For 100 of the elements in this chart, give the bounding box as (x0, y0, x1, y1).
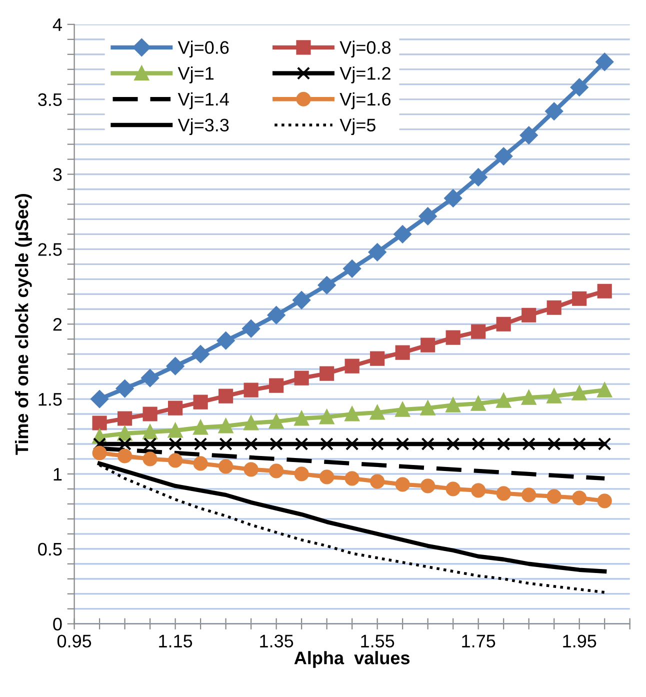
point (522, 390, 536, 405)
point (421, 437, 434, 451)
point (320, 470, 334, 484)
point (394, 225, 412, 244)
legend-label: Vj=1.4 (178, 92, 229, 110)
point (320, 437, 334, 451)
point (269, 464, 284, 478)
point (395, 345, 410, 360)
point (141, 369, 159, 387)
x-axis-title: Alpha values (294, 651, 410, 668)
point (472, 437, 485, 451)
point (242, 320, 260, 338)
point (318, 276, 336, 294)
point (344, 471, 360, 486)
point (420, 338, 436, 352)
point (572, 437, 586, 451)
point (597, 382, 612, 398)
point (522, 437, 536, 451)
point (294, 466, 309, 482)
point (597, 284, 612, 298)
point (496, 316, 511, 332)
point (370, 474, 385, 489)
y-tick-label: 2 (53, 318, 62, 331)
point (572, 291, 587, 306)
point (320, 366, 334, 381)
legend-label: Vj=3.3 (178, 118, 229, 136)
point (418, 207, 437, 226)
y-tick-label: 0.5 (38, 542, 62, 556)
point (320, 410, 334, 424)
point (269, 414, 284, 429)
y-tick-label: 3 (53, 168, 62, 181)
point (193, 456, 208, 471)
point (192, 345, 210, 363)
point (218, 459, 234, 474)
point (166, 357, 184, 375)
point (343, 260, 361, 278)
point (193, 394, 208, 410)
point (118, 437, 132, 451)
point (471, 324, 486, 339)
point (344, 358, 360, 374)
x-tick-label: 0.95 (57, 634, 92, 648)
point (444, 189, 462, 208)
y-tick-label: 2.5 (38, 243, 62, 256)
point (270, 437, 283, 451)
point (143, 437, 157, 451)
point (267, 306, 286, 324)
point (142, 406, 158, 422)
point (142, 424, 158, 440)
point (547, 437, 561, 451)
point (520, 126, 538, 144)
point (597, 494, 612, 508)
point (522, 308, 536, 322)
point (572, 490, 587, 506)
point (92, 416, 107, 430)
legend-label: Vj=1.6 (340, 92, 391, 110)
y-axis-title: Time of one clock cycle (µSec) (14, 194, 32, 455)
point (396, 437, 410, 451)
point (370, 437, 384, 451)
point (446, 482, 460, 496)
point (545, 102, 563, 120)
point (420, 478, 436, 494)
point (168, 453, 183, 468)
y-tick-label: 3.5 (38, 93, 62, 106)
point (395, 477, 410, 492)
point (292, 291, 310, 310)
x-tick-label: 1.55 (361, 634, 394, 648)
legend-label: Vj=1.2 (340, 66, 390, 84)
point (496, 437, 510, 451)
point (446, 330, 460, 345)
point (546, 489, 562, 504)
point (570, 78, 588, 96)
point (92, 446, 107, 460)
point (168, 400, 183, 416)
point (294, 370, 309, 386)
y-tick-label: 1 (54, 468, 62, 480)
point (116, 380, 134, 398)
point (494, 147, 512, 166)
point (471, 396, 486, 411)
point (395, 402, 410, 417)
point (471, 483, 486, 498)
point (496, 393, 511, 408)
point (194, 437, 208, 451)
point (244, 462, 258, 477)
point (572, 386, 587, 400)
point (598, 437, 612, 451)
point (370, 351, 385, 366)
point (218, 418, 234, 434)
point (142, 452, 158, 466)
legend-label: Vj=1 (178, 66, 214, 84)
point (244, 416, 258, 430)
point (90, 390, 108, 408)
point (219, 437, 232, 451)
point (370, 405, 385, 420)
point (546, 388, 562, 404)
y-tick-label: 4 (52, 18, 62, 31)
point (469, 168, 488, 186)
x-tick-label: 1.15 (159, 634, 192, 648)
legend-label: Vj=5 (340, 118, 376, 136)
y-tick-label: 1.5 (38, 393, 62, 406)
x-tick-label: 1.35 (260, 634, 294, 648)
